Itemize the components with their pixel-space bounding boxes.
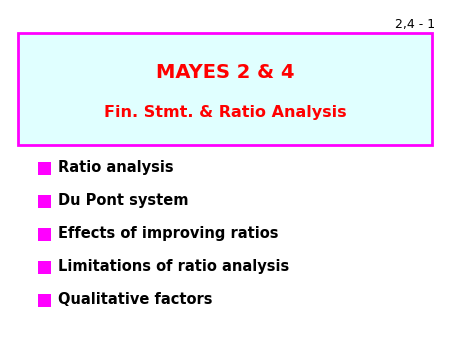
Text: Fin. Stmt. & Ratio Analysis: Fin. Stmt. & Ratio Analysis	[104, 105, 346, 121]
FancyBboxPatch shape	[38, 227, 51, 241]
Text: MAYES 2 & 4: MAYES 2 & 4	[156, 64, 294, 82]
Text: Qualitative factors: Qualitative factors	[58, 292, 212, 307]
Text: 2,4 - 1: 2,4 - 1	[395, 18, 435, 31]
FancyBboxPatch shape	[18, 33, 432, 145]
Text: Du Pont system: Du Pont system	[58, 193, 189, 208]
Text: Effects of improving ratios: Effects of improving ratios	[58, 226, 279, 241]
Text: Limitations of ratio analysis: Limitations of ratio analysis	[58, 259, 289, 274]
FancyBboxPatch shape	[38, 194, 51, 208]
FancyBboxPatch shape	[38, 162, 51, 174]
Text: Ratio analysis: Ratio analysis	[58, 160, 174, 175]
FancyBboxPatch shape	[38, 293, 51, 307]
FancyBboxPatch shape	[38, 261, 51, 273]
